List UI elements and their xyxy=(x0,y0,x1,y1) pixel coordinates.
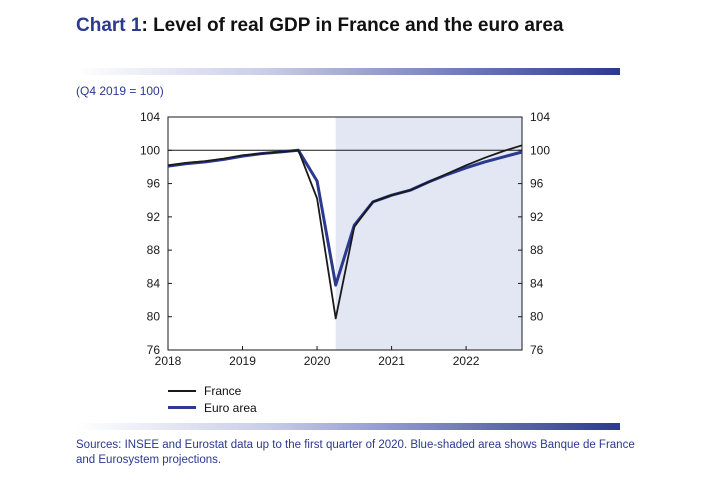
y-tick-label-left: 84 xyxy=(147,276,161,290)
y-tick-label-left: 100 xyxy=(140,143,160,157)
y-tick-label-left: 104 xyxy=(140,110,160,124)
chart-title-text: : Level of real GDP in France and the eu… xyxy=(141,15,564,36)
legend-label-france: France xyxy=(204,383,242,398)
y-tick-label-right: 100 xyxy=(530,143,550,157)
bottom-gradient-rule xyxy=(76,423,620,430)
chart-number: Chart 1 xyxy=(76,15,142,36)
y-tick-label-right: 104 xyxy=(530,110,550,124)
y-tick-label-right: 76 xyxy=(530,343,544,357)
y-tick-label-left: 88 xyxy=(147,243,161,257)
legend-entry-france: France xyxy=(168,382,257,399)
y-tick-label-right: 92 xyxy=(530,210,544,224)
legend-label-euro-area: Euro area xyxy=(204,400,257,415)
y-tick-label-left: 92 xyxy=(147,210,161,224)
plot-frame xyxy=(167,116,523,351)
legend: France Euro area xyxy=(168,382,257,416)
top-gradient-rule xyxy=(76,68,620,75)
x-tick-label: 2020 xyxy=(304,354,331,368)
y-tick-label-right: 80 xyxy=(530,310,544,324)
y-tick-label-right: 88 xyxy=(530,243,544,257)
x-tick-label: 2018 xyxy=(155,354,182,368)
sources-note: Sources: INSEE and Eurostat data up to t… xyxy=(76,439,635,466)
series-line-france xyxy=(167,144,523,320)
y-tick-label-left: 96 xyxy=(147,177,161,191)
x-tick-label: 2019 xyxy=(229,354,256,368)
legend-swatch-euro-area xyxy=(168,406,196,409)
legend-swatch-france xyxy=(168,389,196,392)
y-tick-label-right: 84 xyxy=(530,276,544,290)
legend-entry-euro-area: Euro area xyxy=(168,399,257,416)
y-tick-label-left: 80 xyxy=(147,310,161,324)
x-tick-label: 2022 xyxy=(453,354,480,368)
y-tick-label-left: 76 xyxy=(147,343,161,357)
x-tick-label: 2021 xyxy=(378,354,405,368)
chart-subtitle: (Q4 2019 = 100) xyxy=(76,84,164,98)
y-tick-label-right: 96 xyxy=(530,177,544,191)
chart-title: Chart 1: Level of real GDP in France and… xyxy=(76,14,636,38)
projection-shaded-area xyxy=(335,117,522,350)
